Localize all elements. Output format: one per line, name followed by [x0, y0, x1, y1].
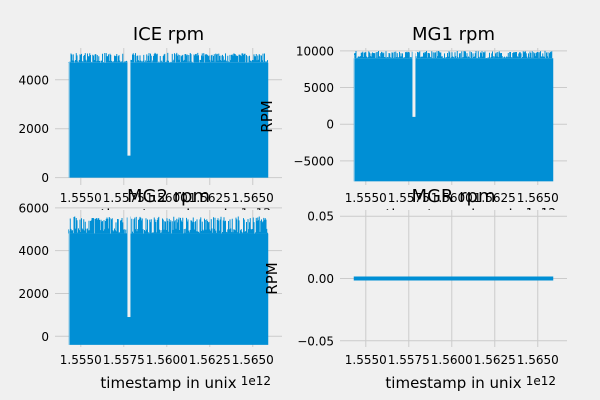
y-axis-label: RPM	[258, 100, 276, 132]
y-tick-label: 6000	[18, 201, 49, 215]
subplot-4: 1.5550 1.5575 1.5600 1.5625 1.5650−0.050.000…	[263, 186, 567, 392]
x-tick-label: 1.5650	[232, 353, 274, 367]
x-tick-label: 1.5550	[60, 353, 102, 367]
x-tick-label: 1.5600	[431, 353, 473, 367]
x-tick-label: 1.5625	[474, 191, 516, 205]
x-tick-label: 1.5575	[388, 191, 430, 205]
y-tick-label: 4000	[18, 244, 49, 258]
x-axis-label: timestamp in unix	[385, 374, 521, 392]
y-tick-label: −0.05	[297, 334, 334, 348]
series-fill	[68, 62, 269, 178]
x-tick-label: 1.5600	[431, 191, 473, 205]
y-axis-label: RPM	[263, 262, 281, 294]
y-tick-label: 5000	[303, 81, 334, 95]
x-tick-label: 1.5625	[189, 191, 231, 205]
series-line	[68, 216, 269, 234]
x-tick-label: 1.5550	[345, 191, 387, 205]
x-offset-label: 1e12	[526, 374, 556, 388]
x-tick-label: 1.5650	[517, 353, 559, 367]
chart-title: ICE rpm	[133, 24, 204, 45]
chart-title: MG2 rpm	[127, 186, 210, 207]
x-axis-label: timestamp in unix	[100, 374, 236, 392]
chart-title: MG1 rpm	[412, 24, 495, 45]
y-tick-label: 0	[326, 118, 334, 132]
x-tick-label: 1.5600	[146, 353, 188, 367]
series-gap	[127, 52, 131, 156]
x-offset-label: 1e12	[241, 374, 271, 388]
y-tick-label: 0.00	[307, 272, 334, 286]
series-fill	[68, 233, 269, 345]
x-tick-label: 1.5625	[474, 353, 516, 367]
series-line	[353, 50, 554, 59]
y-tick-label: 2000	[18, 122, 49, 136]
subplot-2: 1.5550 1.5575 1.5600 1.5625 1.5650 −5000 0 5000…	[258, 24, 567, 224]
x-tick-label: 1.5575	[103, 191, 145, 205]
y-tick-label: 10000	[296, 44, 334, 58]
subplot-3: 1.5550 1.5575 1.5600 1.5625 1.56500200040006…	[18, 186, 282, 392]
x-tick-label: 1.5625	[189, 353, 231, 367]
x-tick-label: 1.5550	[345, 353, 387, 367]
x-tick-label: 1.5575	[103, 353, 145, 367]
series-fill	[353, 58, 554, 182]
y-tick-label: 0	[41, 330, 49, 344]
series-gap	[412, 50, 416, 117]
y-tick-label: −5000	[293, 154, 334, 168]
series-line	[68, 52, 269, 63]
y-tick-label: 0.05	[307, 210, 334, 224]
x-tick-label: 1.5550	[60, 191, 102, 205]
y-tick-label: 0	[41, 171, 49, 185]
y-tick-label: 2000	[18, 287, 49, 301]
x-tick-label: 1.5575	[388, 353, 430, 367]
y-tick-label: 4000	[18, 73, 49, 87]
series-gap	[127, 216, 131, 318]
x-tick-label: 1.5650	[232, 191, 274, 205]
chart-title: MGR rpm	[411, 186, 495, 207]
x-tick-label: 1.5650	[517, 191, 559, 205]
x-tick-label: 1.5600	[146, 191, 188, 205]
